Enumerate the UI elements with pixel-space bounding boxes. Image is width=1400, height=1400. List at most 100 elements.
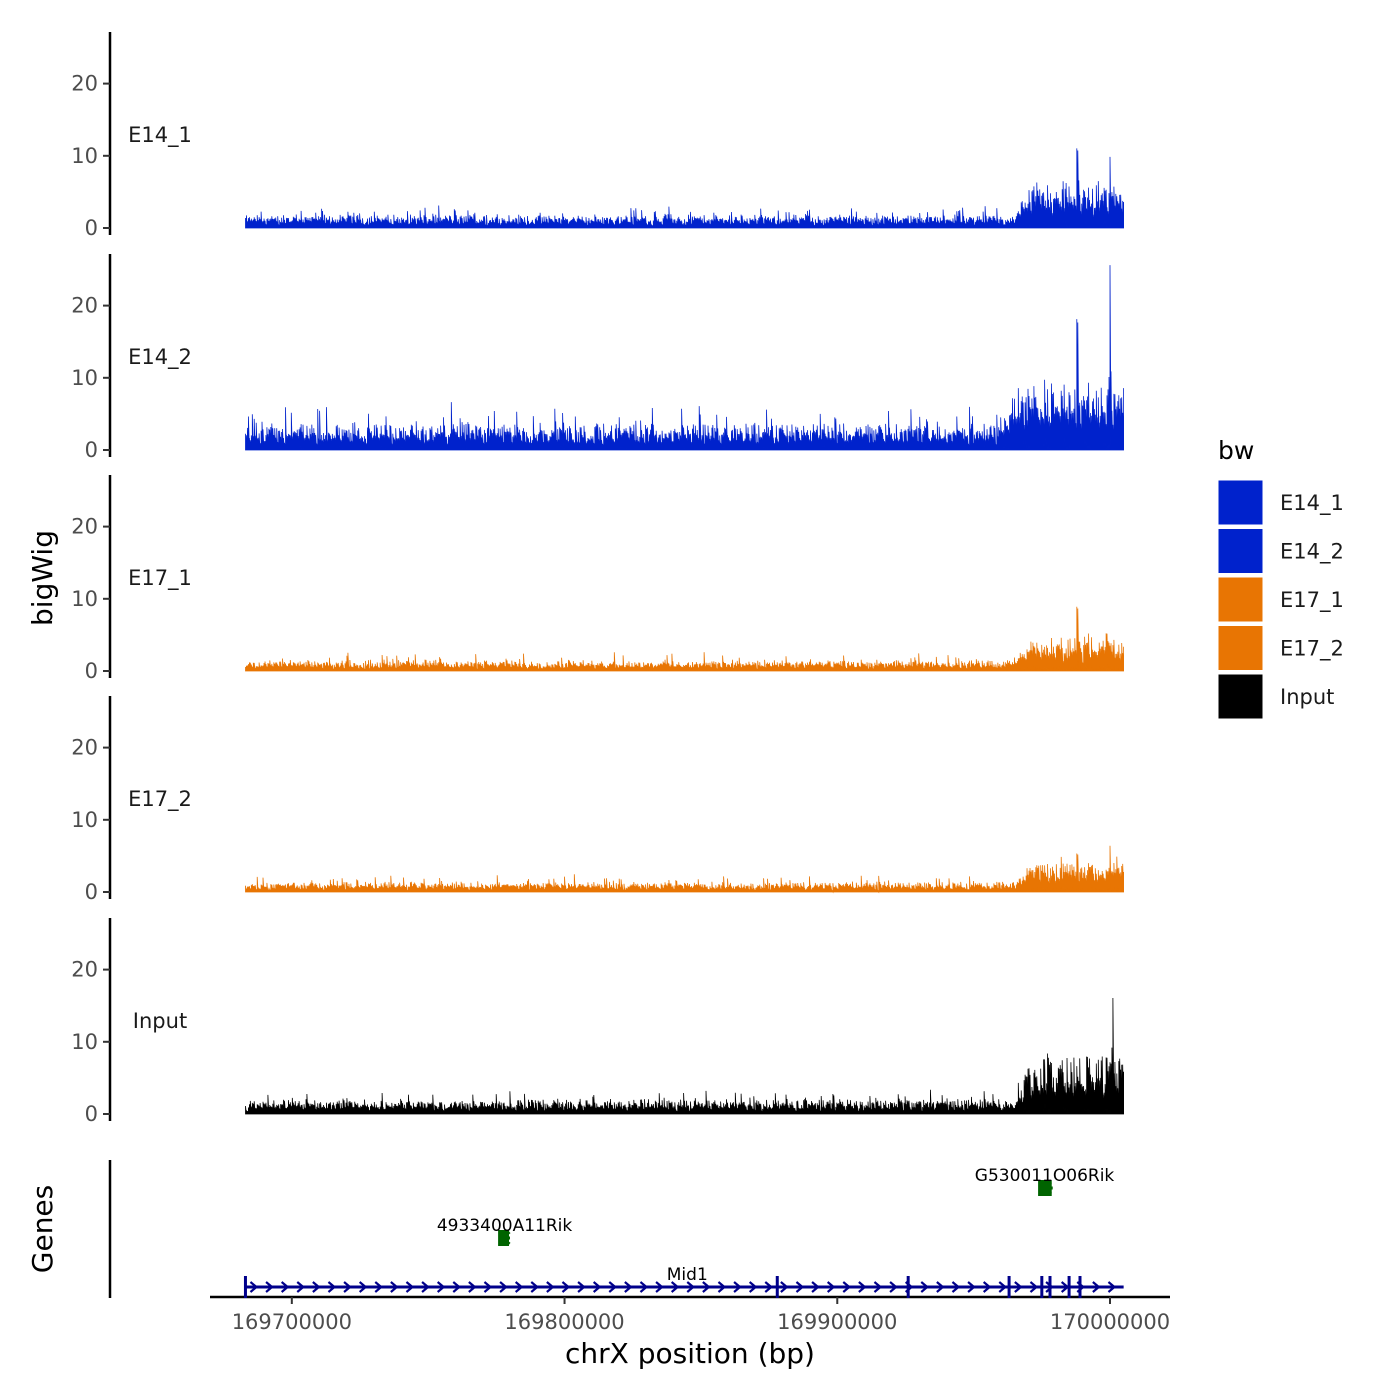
genes-panel-title: Genes — [26, 1185, 59, 1273]
y-tick-label: 20 — [71, 736, 98, 760]
strand-chevron — [842, 1281, 851, 1293]
legend-swatch — [1217, 479, 1264, 526]
y-tick-label: 0 — [85, 1102, 98, 1126]
x-axis-title: chrX position (bp) — [565, 1337, 815, 1370]
y-tick-label: 10 — [71, 808, 98, 832]
strand-chevron — [390, 1281, 399, 1293]
strand-chevron — [249, 1281, 259, 1293]
x-tick-label: 169900000 — [777, 1310, 897, 1334]
gene-4933400A11Rik: 4933400A11Rik — [437, 1216, 573, 1246]
track-label: E17_2 — [128, 787, 192, 812]
strand-chevron — [1041, 1180, 1052, 1196]
genes-panel: 169700000 169800000 169900000 170000000 Mid1… — [108, 1160, 1170, 1334]
x-tick-label: 169800000 — [504, 1310, 624, 1334]
legend-swatch — [1217, 576, 1264, 623]
signal-E14_1 — [245, 148, 1124, 229]
strand-chevron — [561, 1281, 571, 1293]
x-tick-label: 169700000 — [232, 1310, 352, 1334]
legend-label: Input — [1280, 685, 1334, 709]
strand-chevron — [889, 1281, 898, 1293]
strand-chevron — [514, 1281, 524, 1293]
strand-chevron — [1092, 1281, 1101, 1293]
strand-chevron — [670, 1281, 680, 1293]
gene-Mid1: Mid1 — [243, 1265, 1124, 1298]
strand-chevron — [764, 1281, 773, 1293]
strand-chevron — [795, 1281, 805, 1293]
y-tick-label: 0 — [85, 438, 98, 462]
track-E17_2: 0 10 20 E17_2 — [71, 696, 1124, 904]
y-tick-label: 10 — [71, 366, 98, 390]
legend-swatch — [1217, 528, 1264, 574]
y-tick-label: 0 — [85, 659, 98, 683]
track-label: E14_1 — [128, 123, 192, 148]
gene-label: Mid1 — [667, 1265, 708, 1285]
strand-chevron — [1029, 1281, 1039, 1293]
strand-chevron — [1045, 1281, 1054, 1293]
track-E14_1: 0 10 20 E14_1 — [71, 32, 1124, 240]
strand-chevron — [717, 1281, 727, 1293]
legend: bw E14_1 E14_2 E17_1 E17_2 Input — [1217, 436, 1344, 720]
legend-entry-E14_1: E14_1 — [1217, 479, 1344, 526]
strand-chevron — [951, 1281, 961, 1293]
strand-chevron — [358, 1281, 368, 1293]
legend-entry-E17_2: E17_2 — [1217, 625, 1344, 671]
strand-chevron — [577, 1281, 586, 1293]
strand-chevron — [265, 1281, 274, 1293]
legend-swatch — [1217, 625, 1264, 671]
signal-E17_1 — [245, 606, 1124, 672]
track-E17_1: 0 10 20 E17_1 — [71, 475, 1124, 683]
strand-chevron — [920, 1281, 929, 1293]
y-tick-label: 10 — [71, 1030, 98, 1054]
strand-chevron — [546, 1281, 555, 1293]
strand-chevron — [499, 1281, 508, 1293]
strand-chevron — [686, 1281, 695, 1293]
strand-chevron — [421, 1281, 430, 1293]
y-tick-label: 0 — [85, 880, 98, 904]
y-tick-label: 10 — [71, 587, 98, 611]
strand-chevron — [343, 1281, 352, 1293]
y-tick-label: 20 — [71, 72, 98, 96]
strand-chevron — [811, 1281, 820, 1293]
strand-chevron — [1107, 1281, 1117, 1293]
gene-G530011O06Rik: G530011O06Rik — [975, 1166, 1115, 1196]
y-tick-label: 20 — [71, 294, 98, 318]
exon — [1040, 1276, 1044, 1298]
strand-chevron — [780, 1281, 789, 1293]
strand-chevron — [936, 1281, 945, 1293]
strand-chevron — [702, 1281, 711, 1293]
strand-chevron — [280, 1281, 290, 1293]
signal-Input — [245, 997, 1124, 1115]
exon — [1048, 1276, 1052, 1298]
strand-chevron — [405, 1281, 415, 1293]
legend-entry-E14_2: E14_2 — [1217, 528, 1344, 574]
strand-chevron — [639, 1281, 649, 1293]
y-axis-title: bigWig — [26, 530, 59, 626]
legend-swatch — [1217, 673, 1264, 720]
track-E14_2: 0 10 20 E14_2 — [71, 254, 1124, 462]
gene-label: 4933400A11Rik — [437, 1216, 573, 1236]
exon — [906, 1276, 910, 1298]
tracks: 0 10 20 E14_1 0 10 20 E14_2 0 10 20 E17_1 0 10 20 E17_2… — [71, 32, 1124, 1126]
legend-entry-E17_1: E17_1 — [1217, 576, 1344, 623]
strand-chevron — [873, 1281, 883, 1293]
track-label: E17_1 — [128, 566, 192, 591]
track-label: E14_2 — [128, 345, 192, 370]
strand-chevron — [468, 1281, 477, 1293]
exon — [1078, 1276, 1082, 1298]
y-tick-label: 20 — [71, 515, 98, 539]
strand-chevron — [608, 1281, 617, 1293]
strand-chevron — [998, 1281, 1007, 1293]
strand-chevron — [967, 1281, 976, 1293]
strand-chevron — [436, 1281, 446, 1293]
strand-chevron — [500, 1230, 511, 1246]
exon — [1007, 1276, 1011, 1298]
legend-label: E14_1 — [1280, 491, 1344, 516]
strand-chevron — [858, 1281, 867, 1293]
gene-label: G530011O06Rik — [975, 1166, 1115, 1186]
strand-chevron — [748, 1281, 758, 1293]
strand-chevron — [655, 1281, 664, 1293]
strand-chevron — [826, 1281, 836, 1293]
y-tick-label: 10 — [71, 144, 98, 168]
strand-chevron — [452, 1281, 461, 1293]
